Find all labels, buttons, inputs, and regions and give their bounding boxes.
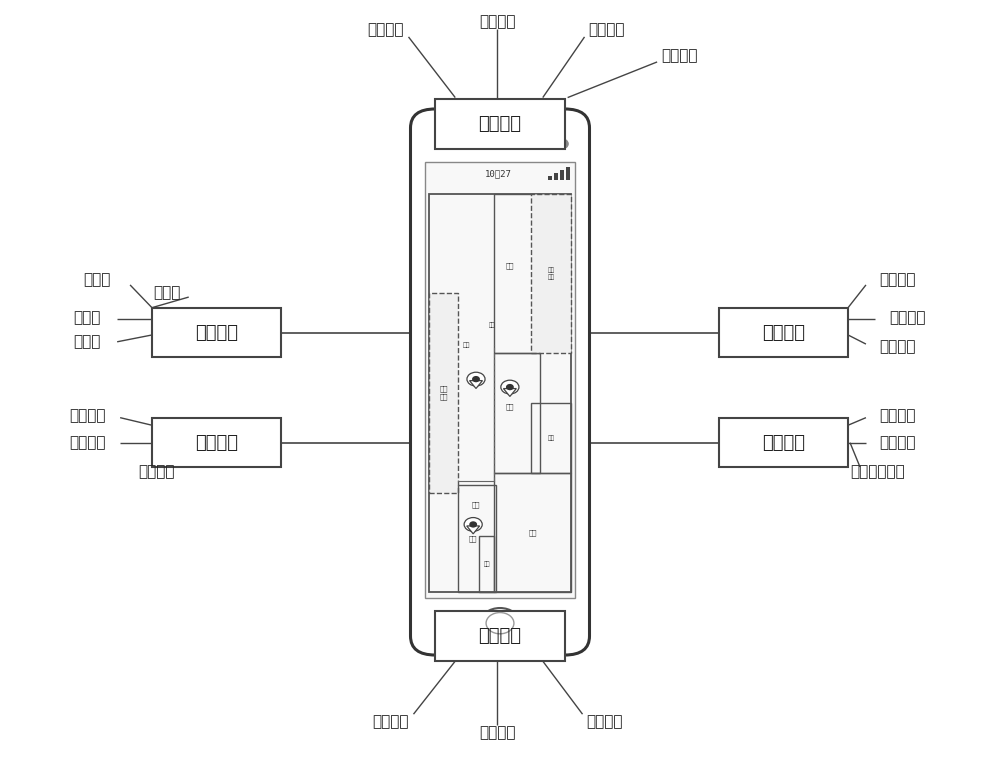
Text: 一键联动: 一键联动 — [880, 339, 916, 354]
Polygon shape — [467, 526, 480, 534]
Circle shape — [480, 608, 520, 639]
Bar — [494, 473, 571, 592]
Text: 带走看: 带走看 — [84, 272, 111, 287]
Bar — [494, 194, 540, 353]
Text: 温控中心: 温控中心 — [661, 48, 697, 63]
Circle shape — [507, 384, 513, 390]
Text: 报警联动: 报警联动 — [880, 435, 916, 450]
Bar — [435, 99, 565, 149]
Text: 远程控制: 远程控制 — [586, 714, 623, 730]
Bar — [152, 418, 281, 468]
Text: 生活
阳台: 生活 阳台 — [547, 267, 554, 280]
Text: 智能窗帘: 智能窗帘 — [195, 434, 238, 452]
FancyBboxPatch shape — [411, 109, 590, 655]
Text: 观光
阳台: 观光 阳台 — [439, 386, 448, 400]
Circle shape — [467, 372, 485, 386]
Text: 入口: 入口 — [488, 322, 495, 328]
Text: 客厅: 客厅 — [472, 501, 480, 508]
Bar — [560, 170, 564, 180]
Text: 定时开关: 定时开关 — [479, 725, 515, 740]
Text: 安防监控: 安防监控 — [762, 434, 805, 452]
Bar — [425, 162, 575, 598]
Bar — [719, 308, 848, 358]
Bar — [554, 173, 558, 180]
Text: 舒适节能: 舒适节能 — [372, 714, 409, 730]
Text: 隐私保护: 隐私保护 — [69, 409, 106, 423]
Text: 场景控制: 场景控制 — [880, 272, 916, 287]
Text: 随时看: 随时看 — [74, 335, 101, 349]
Text: 分类看: 分类看 — [74, 310, 101, 325]
Text: 氛围集成: 氛围集成 — [889, 310, 926, 325]
Bar — [566, 167, 570, 180]
Text: 智能冰笱: 智能冰笱 — [479, 115, 522, 133]
Text: 主卫: 主卫 — [483, 562, 490, 567]
Circle shape — [555, 139, 568, 149]
Polygon shape — [503, 389, 516, 397]
Circle shape — [473, 377, 479, 381]
Text: 远程观察: 远程观察 — [588, 22, 625, 37]
Text: 食品管理: 食品管理 — [479, 15, 515, 29]
Text: 10：27: 10：27 — [485, 170, 512, 179]
Bar — [152, 308, 281, 358]
Bar — [479, 536, 494, 592]
Text: 智能灯光: 智能灯光 — [762, 324, 805, 342]
Text: 主卧: 主卧 — [469, 535, 477, 542]
Bar — [429, 194, 571, 592]
Text: 配菜服务: 配菜服务 — [367, 22, 404, 37]
Bar — [531, 403, 571, 473]
FancyBboxPatch shape — [468, 140, 532, 148]
Text: 饭厅: 饭厅 — [462, 342, 470, 348]
Bar — [494, 353, 540, 473]
Circle shape — [501, 380, 519, 394]
Text: 次卫: 次卫 — [547, 435, 554, 441]
Bar — [429, 293, 458, 493]
Polygon shape — [470, 380, 482, 388]
Text: 厨房: 厨房 — [506, 262, 514, 269]
Text: 次卧: 次卧 — [506, 403, 514, 410]
Text: 多屏看: 多屏看 — [153, 285, 181, 300]
Text: 远程对讲: 远程对讲 — [880, 409, 916, 423]
Text: 光线调节: 光线调节 — [139, 464, 175, 479]
Circle shape — [486, 613, 514, 634]
Text: 随时控制: 随时控制 — [69, 435, 106, 450]
Text: 客房: 客房 — [528, 529, 537, 536]
Bar — [458, 484, 496, 592]
Bar — [435, 611, 565, 661]
Text: 儿童老人看护: 儿童老人看护 — [851, 464, 905, 479]
Bar — [548, 176, 552, 180]
Bar — [719, 418, 848, 468]
Bar — [531, 194, 571, 353]
Text: 智能暖通: 智能暖通 — [479, 627, 522, 645]
Circle shape — [464, 517, 482, 531]
Circle shape — [470, 522, 476, 527]
Text: 智能电视: 智能电视 — [195, 324, 238, 342]
